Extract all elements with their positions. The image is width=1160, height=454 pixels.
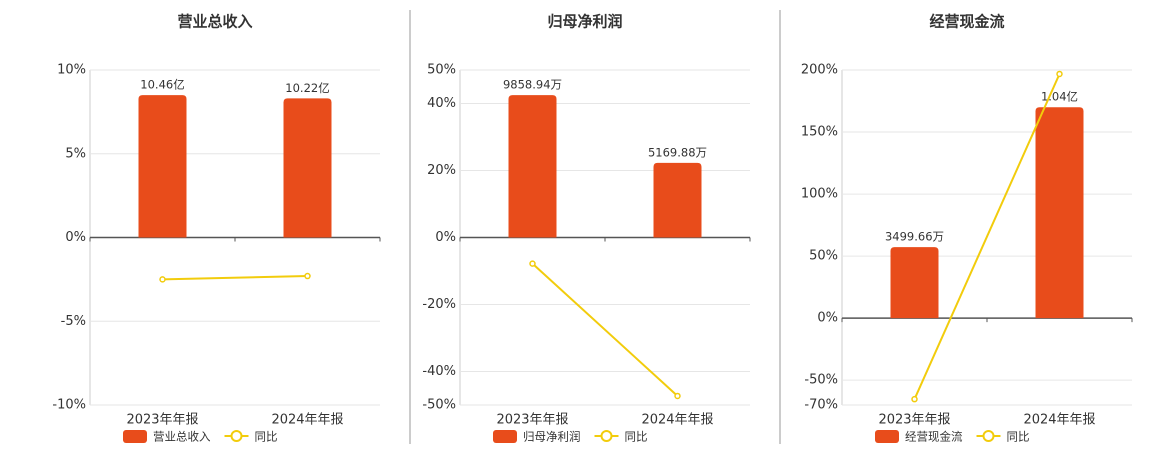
- legend-label: 归母净利润: [523, 430, 581, 444]
- y-tick-label: 0%: [817, 311, 838, 326]
- legend-label: 营业总收入: [153, 430, 211, 444]
- legend-label: 同比: [1007, 430, 1030, 444]
- point: [529, 260, 536, 267]
- y-tick-label: 0%: [65, 230, 86, 245]
- point: [1056, 70, 1063, 78]
- point: [159, 276, 166, 283]
- y-tick-label: -40%: [422, 364, 456, 379]
- x-tick-label: 2024年年报: [641, 413, 713, 428]
- bar: [283, 98, 332, 238]
- y-tick-label: 150%: [801, 125, 838, 140]
- chart-title: 经营现金流: [929, 13, 1004, 31]
- point: [911, 395, 918, 403]
- line: [913, 73, 1061, 400]
- legend-label: 同比: [625, 430, 648, 444]
- y-tick-label: 50%: [427, 63, 456, 78]
- bar: [508, 95, 557, 238]
- legend-swatch: [493, 430, 517, 443]
- x-tick-label: 2024年年报: [1023, 413, 1095, 428]
- value-label: 9858.94万: [503, 78, 562, 92]
- line: [531, 262, 679, 397]
- x-tick-label: 2023年年报: [496, 413, 568, 428]
- chart-title: 归母净利润: [547, 13, 622, 31]
- y-tick-label: 10%: [57, 63, 86, 78]
- y-tick-label: 50%: [809, 249, 838, 264]
- y-tick-label: 100%: [801, 187, 838, 202]
- y-tick-label: 40%: [427, 96, 456, 111]
- value-label: 10.22亿: [285, 81, 329, 95]
- x-tick-label: 2024年年报: [271, 413, 343, 428]
- bar: [1035, 107, 1084, 319]
- legend-swatch: [875, 430, 899, 443]
- line: [162, 275, 308, 281]
- y-tick-label: -50%: [804, 373, 838, 388]
- y-tick-label: 20%: [427, 163, 456, 178]
- legend-swatch: [230, 430, 243, 442]
- value-label: 5169.88万: [648, 145, 707, 159]
- y-tick-label: -70%: [804, 398, 838, 413]
- legend-swatch: [982, 430, 995, 442]
- legend-swatch: [123, 430, 147, 443]
- x-tick-label: 2023年年报: [878, 413, 950, 428]
- y-tick-label: -20%: [422, 297, 456, 312]
- legend-label: 经营现金流: [905, 430, 963, 444]
- value-label: 3499.66万: [885, 230, 944, 244]
- y-tick-label: -10%: [52, 398, 86, 413]
- value-label: 10.46亿: [140, 78, 184, 92]
- point: [674, 392, 681, 400]
- legend-swatch: [600, 430, 613, 442]
- y-tick-label: -5%: [61, 314, 86, 329]
- y-tick-label: -50%: [422, 398, 456, 413]
- bar: [653, 162, 702, 238]
- bar: [890, 247, 939, 319]
- x-tick-label: 2023年年报: [126, 413, 198, 428]
- chart-title: 营业总收入: [177, 13, 252, 31]
- y-tick-label: 5%: [65, 146, 86, 161]
- y-tick-label: 0%: [435, 230, 456, 245]
- point: [304, 272, 311, 280]
- y-tick-label: 200%: [801, 63, 838, 78]
- legend-label: 同比: [255, 430, 278, 444]
- bar: [138, 95, 187, 238]
